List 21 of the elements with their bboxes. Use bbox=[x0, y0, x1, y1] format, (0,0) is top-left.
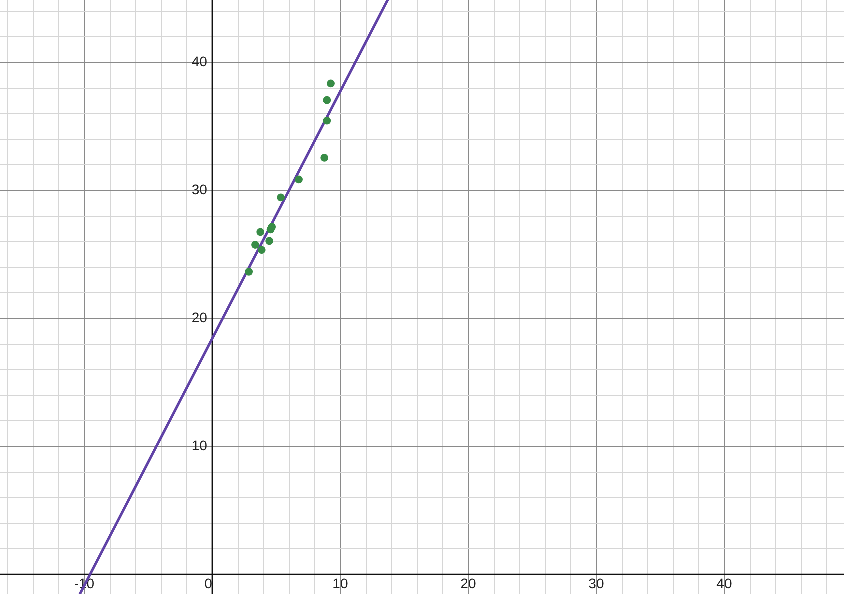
point bbox=[327, 80, 335, 88]
x-tick-label: 20 bbox=[460, 576, 476, 592]
point bbox=[277, 194, 286, 202]
y-tick-label: 10 bbox=[192, 438, 208, 454]
point bbox=[323, 96, 332, 104]
x-tick-label: 10 bbox=[332, 576, 348, 592]
y-tick-label: 30 bbox=[192, 181, 208, 198]
point bbox=[252, 241, 260, 249]
point bbox=[258, 246, 266, 254]
point bbox=[256, 228, 265, 236]
point bbox=[266, 237, 274, 246]
point bbox=[295, 176, 303, 184]
point bbox=[268, 223, 276, 232]
x-tick-label: 30 bbox=[588, 576, 604, 592]
x-tick-label: 40 bbox=[716, 576, 732, 592]
y-tick-label: 40 bbox=[192, 53, 208, 70]
point bbox=[245, 268, 254, 276]
point bbox=[323, 116, 332, 125]
x-tick-label: 0 bbox=[204, 576, 213, 592]
point bbox=[320, 154, 329, 162]
y-tick-label: 20 bbox=[192, 309, 208, 326]
